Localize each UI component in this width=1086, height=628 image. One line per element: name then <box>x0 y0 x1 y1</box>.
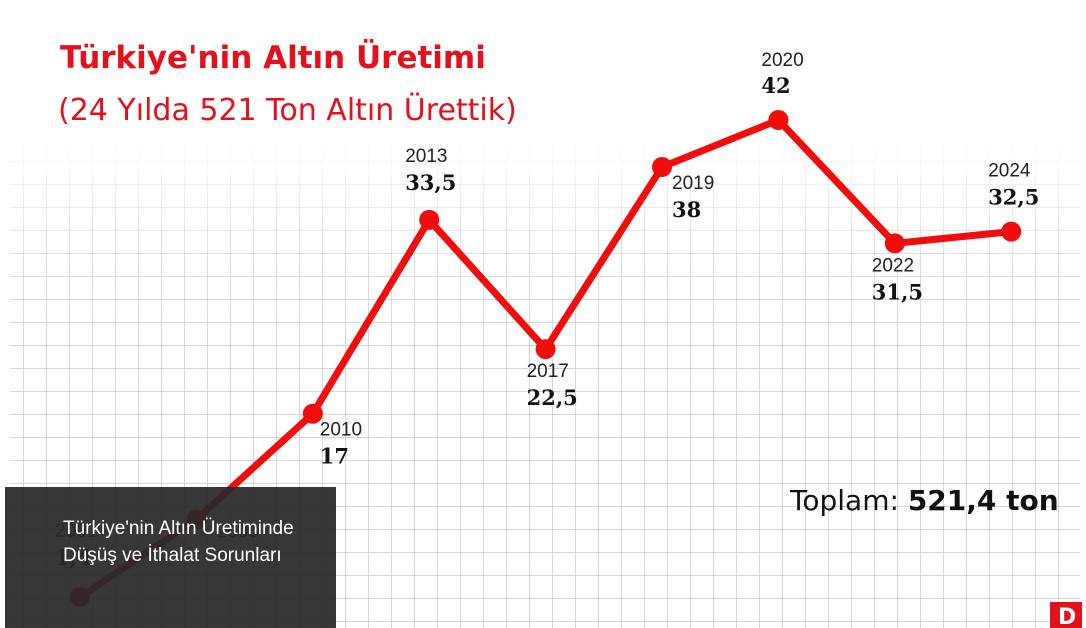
data-point <box>652 156 672 177</box>
year-label: 2013 <box>405 146 447 167</box>
value-label: 32,5 <box>988 185 1039 210</box>
caption: Türkiye'nin Altın Üretiminde Düşüş ve İt… <box>5 487 336 628</box>
value-label: 31,5 <box>872 279 923 304</box>
chart-subtitle: (24 Yılda 521 Ton Altın Ürettik) <box>58 92 517 128</box>
total-label: Toplam: 521,4 ton <box>789 484 1059 517</box>
logo-letter: D <box>1058 605 1076 628</box>
data-point <box>884 233 905 254</box>
data-point <box>535 339 556 360</box>
data-point <box>302 403 323 424</box>
year-label: 2017 <box>527 361 569 382</box>
year-label: 2019 <box>672 173 714 194</box>
chart-title: Türkiye'nin Altın Üretimi <box>60 39 486 76</box>
data-point <box>768 110 789 130</box>
data-point <box>419 209 440 230</box>
logo <box>1050 602 1082 628</box>
value-label: 22,5 <box>527 385 578 410</box>
year-label: 2022 <box>872 255 914 276</box>
year-label: 2010 <box>320 420 362 441</box>
year-label: 2020 <box>761 50 803 71</box>
value-label: 17 <box>320 444 349 469</box>
data-point <box>1001 221 1022 242</box>
total-value: 521,4 ton <box>908 484 1059 517</box>
year-label: 2024 <box>988 161 1031 182</box>
value-label: 33,5 <box>405 170 456 195</box>
total-label-text: Toplam: <box>789 484 899 517</box>
value-label: 42 <box>761 73 790 98</box>
value-label: 38 <box>672 197 701 222</box>
